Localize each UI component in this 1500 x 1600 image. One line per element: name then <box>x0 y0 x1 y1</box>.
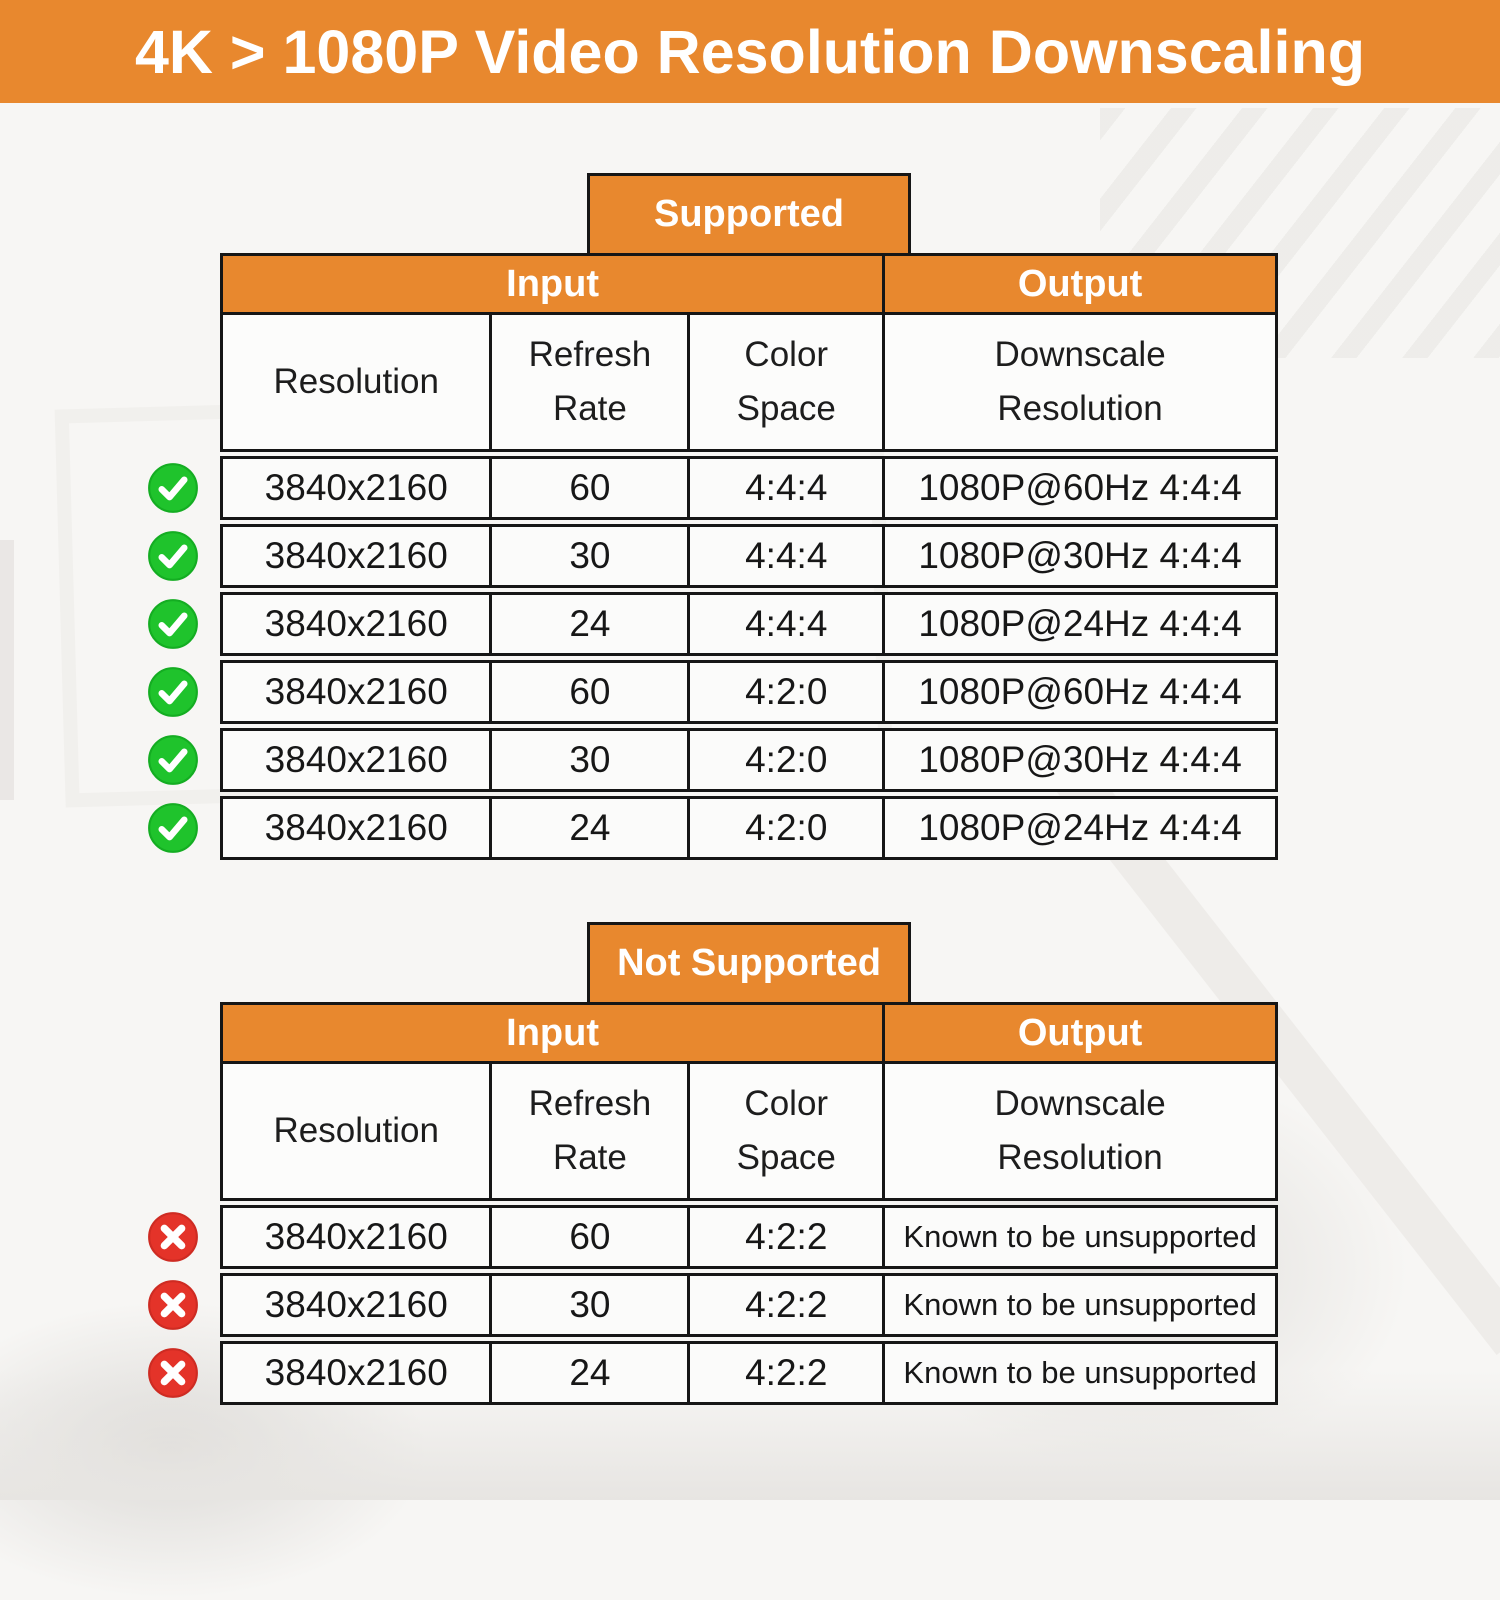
title-banner: 4K > 1080P Video Resolution Downscaling <box>0 0 1500 103</box>
check-icon <box>147 734 199 786</box>
check-icon <box>147 802 199 854</box>
cross-icon <box>147 1347 199 1399</box>
cell-resolution: 3840x2160 <box>264 807 448 848</box>
not-supported-tab-label: Not Supported <box>617 942 881 984</box>
table-row: 3840x2160 60 4:2:2 Known to be unsupport… <box>148 1205 1278 1269</box>
cell-color-space: 4:2:0 <box>687 799 882 857</box>
cell-refresh-rate: 60 <box>489 663 687 721</box>
cell-refresh-rate: 30 <box>489 731 687 789</box>
cell-resolution: 3840x2160 <box>264 467 448 508</box>
io-header-row: Input Output <box>223 1005 1275 1061</box>
cell-refresh-rate: 60 <box>489 1208 687 1266</box>
cell-color-space: 4:2:2 <box>687 1344 882 1402</box>
not-supported-section: Not Supported Input Output Resolution Re… <box>148 922 1278 1405</box>
cell-color-space: 4:4:4 <box>687 459 882 517</box>
cell-color-space: 4:2:2 <box>687 1208 882 1266</box>
table-row: 3840x2160 24 4:2:2 Known to be unsupport… <box>148 1341 1278 1405</box>
table-row: 3840x2160 24 4:4:4 1080P@24Hz 4:4:4 <box>148 592 1278 656</box>
column-color-space: Color Space <box>687 1064 882 1198</box>
supported-section: Supported Input Output Resolution Refres… <box>148 173 1278 860</box>
table-row: 3840x2160 30 4:2:0 1080P@30Hz 4:4:4 <box>148 728 1278 792</box>
cross-icon <box>147 1279 199 1331</box>
cell-resolution: 3840x2160 <box>264 535 448 576</box>
cell-color-space: 4:2:2 <box>687 1276 882 1334</box>
column-refresh-rate: Refresh Rate <box>489 1064 687 1198</box>
cell-refresh-rate: 24 <box>489 595 687 653</box>
column-resolution: Resolution <box>273 1110 439 1150</box>
check-icon <box>147 666 199 718</box>
cell-output: Known to be unsupported <box>882 1276 1275 1334</box>
not-supported-table-header: Input Output Resolution Refresh Rate Col… <box>220 1002 1278 1201</box>
table-row: 3840x2160 60 4:4:4 1080P@60Hz 4:4:4 <box>148 456 1278 520</box>
input-header: Input <box>506 1011 600 1054</box>
cell-resolution: 3840x2160 <box>264 739 448 780</box>
cell-refresh-rate: 60 <box>489 459 687 517</box>
table-row: 3840x2160 30 4:4:4 1080P@30Hz 4:4:4 <box>148 524 1278 588</box>
check-icon <box>147 530 199 582</box>
cell-color-space: 4:2:0 <box>687 731 882 789</box>
table-row: 3840x2160 60 4:2:0 1080P@60Hz 4:4:4 <box>148 660 1278 724</box>
io-header-row: Input Output <box>223 256 1275 312</box>
cell-output: 1080P@60Hz 4:4:4 <box>882 459 1275 517</box>
supported-tab-label: Supported <box>654 193 844 235</box>
table-row: 3840x2160 30 4:2:2 Known to be unsupport… <box>148 1273 1278 1337</box>
column-header-row: Resolution Refresh Rate Color Space Down… <box>223 1061 1275 1198</box>
cell-refresh-rate: 24 <box>489 799 687 857</box>
column-downscale-resolution: Downscale Resolution <box>882 1064 1275 1198</box>
column-downscale-resolution: Downscale Resolution <box>882 315 1275 449</box>
output-header: Output <box>882 1005 1275 1061</box>
cell-color-space: 4:4:4 <box>687 527 882 585</box>
not-supported-tab: Not Supported <box>587 922 911 1002</box>
column-resolution: Resolution <box>273 361 439 401</box>
cell-color-space: 4:2:0 <box>687 663 882 721</box>
cell-output: 1080P@24Hz 4:4:4 <box>882 595 1275 653</box>
page-title: 4K > 1080P Video Resolution Downscaling <box>135 17 1365 86</box>
cell-output: Known to be unsupported <box>882 1344 1275 1402</box>
check-icon <box>147 462 199 514</box>
cell-resolution: 3840x2160 <box>264 1352 448 1393</box>
cell-refresh-rate: 30 <box>489 1276 687 1334</box>
cell-output: 1080P@24Hz 4:4:4 <box>882 799 1275 857</box>
table-row: 3840x2160 24 4:2:0 1080P@24Hz 4:4:4 <box>148 796 1278 860</box>
cell-output: 1080P@60Hz 4:4:4 <box>882 663 1275 721</box>
cell-resolution: 3840x2160 <box>264 1216 448 1257</box>
column-header-row: Resolution Refresh Rate Color Space Down… <box>223 312 1275 449</box>
background-wall-edge <box>0 540 14 800</box>
column-refresh-rate: Refresh Rate <box>489 315 687 449</box>
cell-refresh-rate: 24 <box>489 1344 687 1402</box>
cross-icon <box>147 1211 199 1263</box>
supported-table-header: Input Output Resolution Refresh Rate Col… <box>220 253 1278 452</box>
cell-output: 1080P@30Hz 4:4:4 <box>882 527 1275 585</box>
output-header: Output <box>882 256 1275 312</box>
cell-output: 1080P@30Hz 4:4:4 <box>882 731 1275 789</box>
column-color-space: Color Space <box>687 315 882 449</box>
cell-refresh-rate: 30 <box>489 527 687 585</box>
supported-tab: Supported <box>587 173 911 253</box>
cell-resolution: 3840x2160 <box>264 1284 448 1325</box>
check-icon <box>147 598 199 650</box>
cell-resolution: 3840x2160 <box>264 671 448 712</box>
cell-color-space: 4:4:4 <box>687 595 882 653</box>
cell-output: Known to be unsupported <box>882 1208 1275 1266</box>
input-header: Input <box>506 262 600 305</box>
cell-resolution: 3840x2160 <box>264 603 448 644</box>
